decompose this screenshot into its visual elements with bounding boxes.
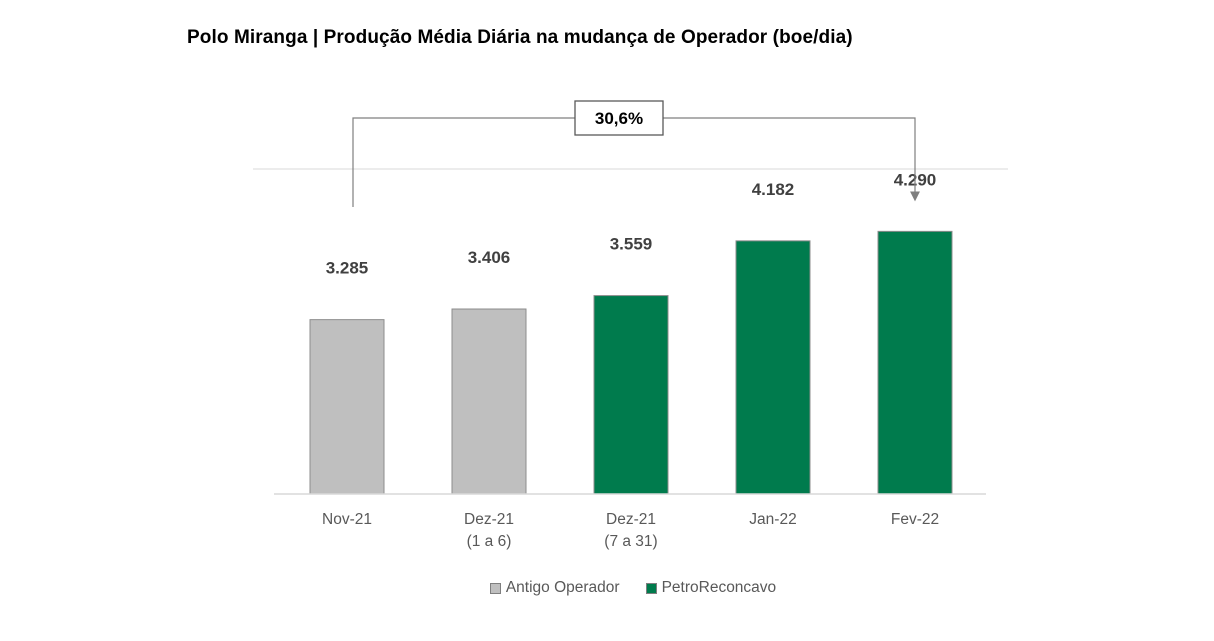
bar-2 xyxy=(593,295,669,495)
bar-0 xyxy=(309,319,385,495)
legend-item-petroreconcavo: PetroReconcavo xyxy=(645,579,777,597)
x-tick-label-1-line-1: (1 a 6) xyxy=(467,533,512,550)
value-label-3: 4.182 xyxy=(752,180,795,199)
x-tick-label-3: Jan-22 xyxy=(749,511,796,528)
value-label-1: 3.406 xyxy=(468,248,511,267)
x-tick-label-2: Dez-21 xyxy=(606,511,656,528)
x-tick-label-0: Nov-21 xyxy=(322,511,372,528)
growth-annotation: 30,6% xyxy=(352,100,920,207)
bars-layer xyxy=(309,230,953,495)
bar-3 xyxy=(735,240,811,495)
legend-swatch-petroreconcavo xyxy=(645,582,657,594)
legend-swatch-antigo-operador xyxy=(489,582,501,594)
value-label-0: 3.285 xyxy=(326,259,369,278)
x-tick-label-2-line-1: (7 a 31) xyxy=(604,533,657,550)
x-axis-tick-labels: Nov-21 Dez-21 (1 a 6) Dez-21 (7 a 31) Jan-22 F… xyxy=(322,511,939,550)
legend-label-antigo-operador: Antigo Operador xyxy=(505,579,620,596)
legend-item-antigo-operador: Antigo Operador xyxy=(489,579,620,597)
legend: Antigo Operador PetroReconcavo xyxy=(0,579,1214,597)
x-tick-label-1: Dez-21 xyxy=(464,511,514,528)
legend-label-petroreconcavo: PetroReconcavo xyxy=(661,579,777,596)
growth-label-box xyxy=(574,100,664,136)
chart-title: Polo Miranga | Produção Média Diária na … xyxy=(187,27,853,48)
x-tick-label-4: Fev-22 xyxy=(891,511,939,528)
bar-4 xyxy=(877,230,953,495)
growth-label: 30,6% xyxy=(595,109,643,128)
value-label-2: 3.559 xyxy=(610,235,653,254)
bar-1 xyxy=(451,308,527,495)
